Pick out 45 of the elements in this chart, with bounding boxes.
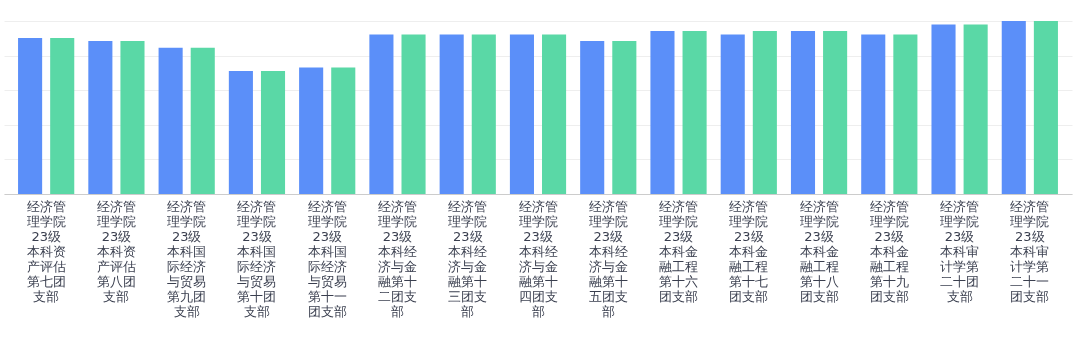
bar [790, 31, 816, 194]
bar [299, 67, 324, 194]
bar [1033, 21, 1058, 194]
bar [158, 47, 183, 194]
bar [120, 41, 145, 194]
bar [931, 24, 956, 194]
bar [720, 34, 745, 194]
bar [542, 34, 567, 194]
x-tick-label: 经济管理学院23级本科金融工程第十七团支部 [729, 198, 769, 304]
bar [88, 41, 113, 194]
x-tick-label: 经济管理学院23级本科审计学第二十团支部 [940, 198, 980, 304]
x-tick-label: 经济管理学院23级本科资产评估第八团支部 [96, 198, 136, 304]
bar [1001, 21, 1026, 194]
bar [18, 37, 43, 194]
bar [650, 31, 675, 194]
bar [471, 34, 496, 194]
x-tick-label: 经济管理学院23级本科金融工程第十六团支部 [659, 198, 699, 304]
bar [509, 34, 534, 194]
x-tick-label: 经济管理学院23级本科资产评估第七团支部 [26, 198, 66, 304]
bar [823, 31, 848, 194]
x-tick-label: 经济管理学院23级本科经济与金融第十二团支部 [377, 198, 417, 319]
bar [893, 34, 918, 194]
x-tick-label: 经济管理学院23级本科金融工程第十八团支部 [799, 198, 839, 304]
bar [401, 34, 426, 194]
x-tick-label: 经济管理学院23级本科审计学第二十一团支部 [1010, 198, 1050, 304]
x-tick-label: 经济管理学院23级本科经济与金融第十四团支部 [518, 198, 558, 319]
bar [580, 41, 605, 194]
bar [228, 71, 253, 194]
bar [612, 41, 637, 194]
x-tick-label: 经济管理学院23级本科国际经济与贸易第十团支部 [237, 198, 277, 319]
bar [439, 34, 464, 194]
bar [50, 37, 75, 194]
x-tick-label: 经济管理学院23级本科国际经济与贸易第十一团支部 [307, 198, 347, 319]
bar [861, 34, 886, 194]
x-tick-label: 经济管理学院23级本科经济与金融第十三团支部 [448, 198, 488, 319]
bar [260, 71, 286, 194]
bar [369, 34, 394, 194]
bar [963, 24, 988, 194]
bar [752, 31, 777, 194]
x-tick-label: 经济管理学院23级本科金融工程第十九团支部 [869, 198, 909, 304]
bar [190, 47, 215, 194]
x-tick-label: 经济管理学院23级本科经济与金融第十五团支部 [588, 198, 628, 319]
x-tick-label: 经济管理学院23级本科国际经济与贸易第九团支部 [167, 198, 207, 319]
bar [682, 31, 707, 194]
bar [331, 67, 356, 194]
